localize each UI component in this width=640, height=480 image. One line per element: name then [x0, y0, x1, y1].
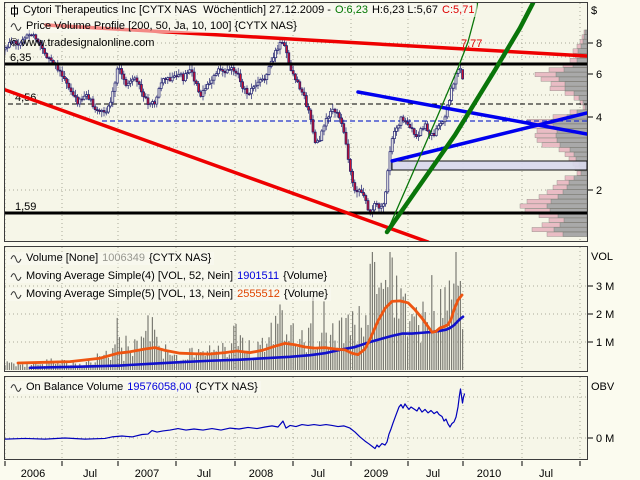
svg-text:Jul: Jul [83, 468, 97, 480]
volume-legend-name: Volume [None] [26, 252, 99, 264]
sine-wave-icon [10, 290, 22, 300]
obv-legend-value: 19576058,00 [127, 381, 192, 393]
price-legend-indicator[interactable]: Price Volume Profile [200, 50, Ja, 10, 1… [7, 20, 300, 33]
obv-canvas [5, 377, 587, 459]
svg-text:Jul: Jul [539, 468, 553, 480]
sine-wave-icon [10, 383, 22, 393]
svg-text:1,59: 1,59 [15, 201, 36, 213]
obv-line[interactable] [5, 388, 466, 450]
ma13-line[interactable] [16, 293, 464, 365]
svg-text:3 M: 3 M [596, 281, 614, 293]
volume-canvas [5, 247, 587, 371]
ma13-legend-name: Moving Average Simple(5) [VOL, 13, Nein] [26, 288, 234, 300]
svg-text:Jul: Jul [311, 468, 325, 480]
major-downtrend-line[interactable] [5, 87, 430, 241]
obv-legend-name: On Balance Volume [26, 381, 124, 393]
value-area-box[interactable] [391, 160, 587, 171]
sine-wave-icon [10, 22, 22, 32]
obv-legend-suffix: {CYTX NAS} [195, 381, 258, 393]
svg-text:Jul: Jul [426, 468, 440, 480]
ma13-legend-value: 2555512 [237, 288, 280, 300]
volume-legend-suffix: {CYTX NAS} [148, 252, 212, 264]
ma52-legend-name: Moving Average Simple(4) [VOL, 52, Nein] [26, 270, 234, 282]
price-legend-title[interactable]: Cytori Therapeutics Inc [CYTX NAS Wöchen… [7, 4, 478, 17]
svg-text:2007: 2007 [135, 468, 159, 480]
svg-text:6,35: 6,35 [10, 52, 31, 64]
ma52-legend-value: 1901511 [237, 270, 280, 282]
candlestick-symbol-icon [10, 4, 19, 17]
sine-wave-icon [10, 272, 22, 282]
high-low-value: H:6,23 L:5,67 [371, 4, 439, 16]
steep-uptrend-line[interactable] [384, 3, 536, 235]
svg-text:0 M: 0 M [596, 433, 614, 445]
ma13-legend[interactable]: Moving Average Simple(5) [VOL, 13, Nein]… [7, 288, 331, 301]
close-value: C:5,71 [442, 4, 475, 16]
svg-text:2006: 2006 [21, 468, 45, 480]
candlestick-series[interactable] [5, 29, 464, 218]
indicator-label: Price Volume Profile [200, 50, Ja, 10, 1… [26, 20, 297, 32]
volume-legend[interactable]: Volume [None] 1006349 {CYTX NAS} [7, 252, 215, 265]
svg-text:2 M: 2 M [596, 309, 614, 321]
svg-text:1 M: 1 M [596, 337, 614, 349]
svg-text:4: 4 [596, 112, 602, 124]
ma52-legend[interactable]: Moving Average Simple(4) [VOL, 52, Nein]… [7, 270, 331, 283]
svg-text:6: 6 [596, 69, 602, 81]
svg-text:2010: 2010 [477, 468, 501, 480]
svg-text:7,77: 7,77 [461, 38, 482, 50]
svg-text:2009: 2009 [364, 468, 388, 480]
svg-text:Jul: Jul [197, 468, 211, 480]
price-chart-panel[interactable]: 6,35 4,56 1,59 7,77 [4, 2, 588, 242]
price-chart-canvas: 6,354,561,597,77 [5, 3, 587, 241]
svg-text:2: 2 [596, 185, 602, 197]
svg-text:2008: 2008 [249, 468, 273, 480]
ma13-legend-suffix: {Volume} [283, 288, 328, 300]
obv-legend[interactable]: On Balance Volume 19576058,00 {CYTX NAS} [7, 381, 261, 394]
triangle-upper-line[interactable] [356, 90, 587, 136]
volume-legend-value: 1006349 [102, 252, 145, 264]
svg-text:8: 8 [596, 38, 602, 50]
svg-text:$: $ [591, 5, 597, 17]
volume-panel[interactable] [4, 246, 588, 372]
svg-text:VOL: VOL [591, 251, 613, 263]
copyright-label: © www.tradesignalonline.com [10, 37, 155, 49]
ma52-legend-suffix: {Volume} [283, 270, 328, 282]
triangle-lower-line[interactable] [390, 111, 587, 163]
sine-wave-icon [10, 254, 22, 264]
svg-text:OBV: OBV [591, 381, 615, 393]
instrument-title: Cytori Therapeutics Inc [CYTX NAS Wöchen… [23, 4, 331, 16]
open-value: O:6,23 [334, 4, 368, 16]
